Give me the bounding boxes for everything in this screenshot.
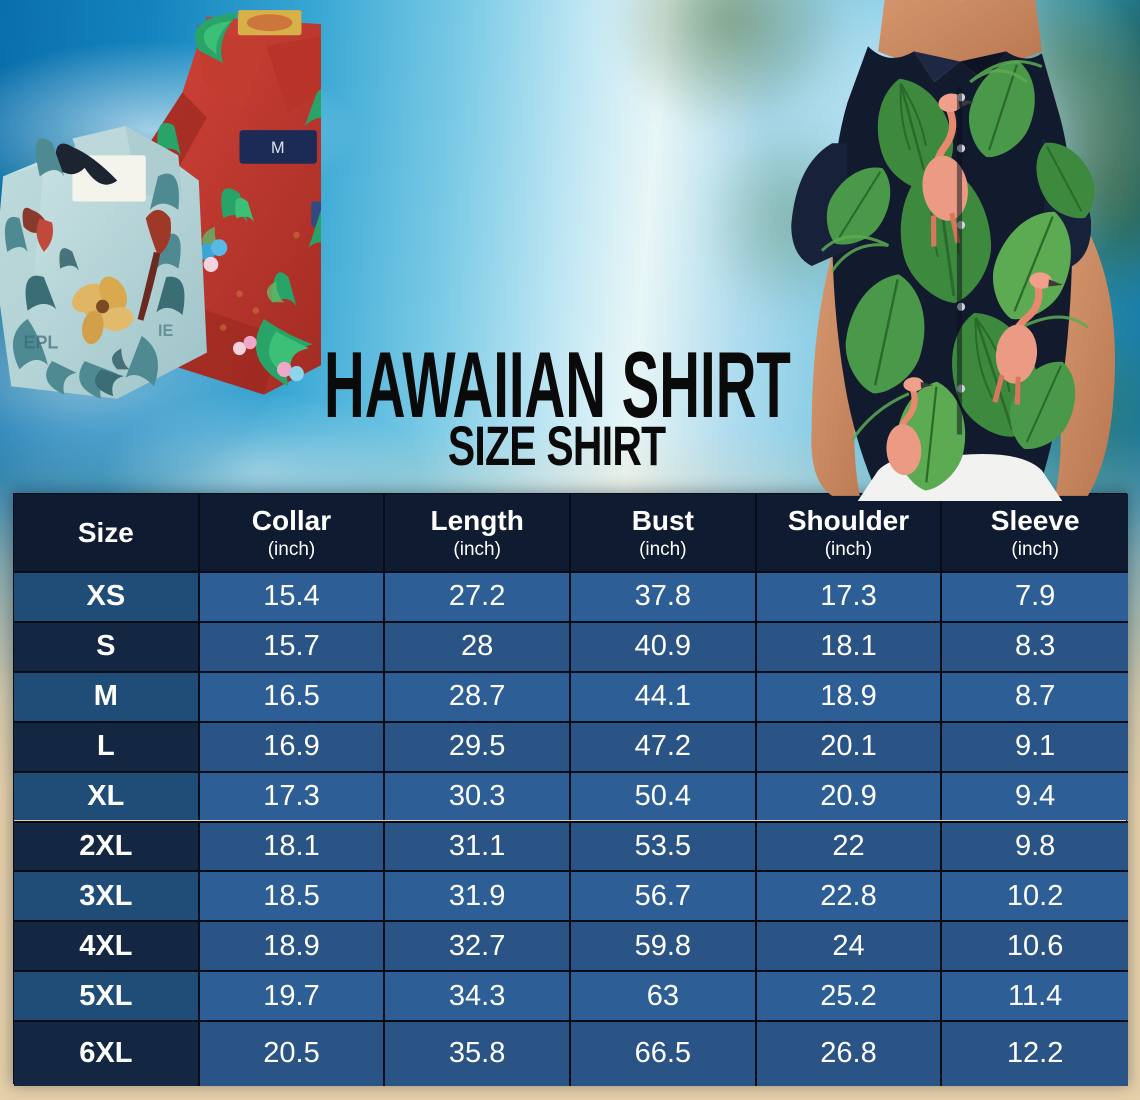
svg-text:IE: IE <box>158 321 173 340</box>
svg-text:EPL: EPL <box>24 332 59 352</box>
svg-text:M: M <box>271 138 285 157</box>
